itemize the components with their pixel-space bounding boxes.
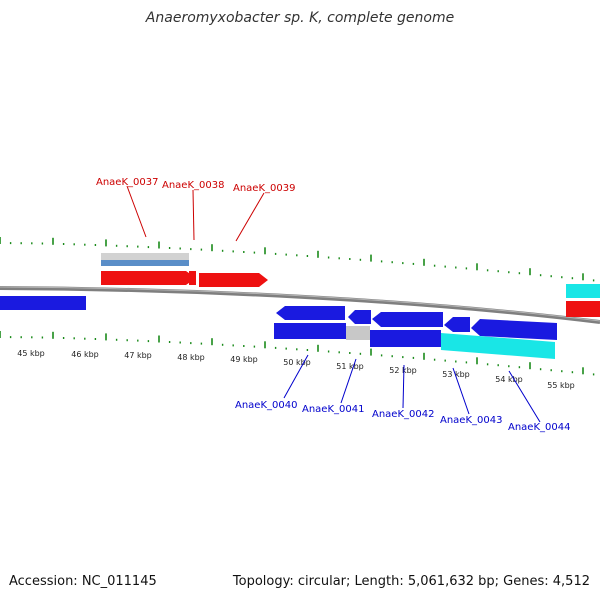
- leader-line-0039: [235, 192, 265, 242]
- gene-arrow-0039[interactable]: [199, 273, 268, 287]
- leader-line-0041: [340, 358, 357, 404]
- gene-block-0042[interactable]: [370, 330, 441, 347]
- scale-label: 49 kbp: [230, 355, 258, 364]
- gene-label-0039[interactable]: AnaeK_0039: [233, 183, 295, 194]
- gene-arrow-rev-2[interactable]: [348, 310, 371, 324]
- scale-label: 52 kbp: [389, 366, 417, 375]
- inner-tick-ring: [0, 331, 595, 376]
- gene-label-0040[interactable]: AnaeK_0040: [235, 400, 297, 411]
- gene-block-0043-0044[interactable]: [441, 333, 555, 359]
- forward-gene-labels: AnaeK_0037 AnaeK_0038 AnaeK_0039: [96, 177, 295, 242]
- gene-arrow-rev-1[interactable]: [276, 306, 345, 320]
- gene-arrow-rev-5[interactable]: [471, 319, 557, 340]
- scale-label: 51 kbp: [336, 362, 364, 371]
- gene-feature-cyan-right[interactable]: [566, 284, 600, 298]
- genome-backbone: [0, 286, 600, 324]
- scale-label: 53 kbp: [442, 370, 470, 379]
- leader-line-0037: [126, 185, 147, 238]
- gene-label-0037[interactable]: AnaeK_0037: [96, 177, 158, 188]
- gene-label-0038[interactable]: AnaeK_0038: [162, 180, 224, 191]
- gene-feature-red-right[interactable]: [566, 301, 600, 317]
- gene-label-0041[interactable]: AnaeK_0041: [302, 404, 364, 415]
- gene-feature-blue-left[interactable]: [0, 296, 86, 310]
- scale-label: 55 kbp: [547, 381, 575, 390]
- scale-label: 54 kbp: [495, 375, 523, 384]
- scale-label: 48 kbp: [177, 353, 205, 362]
- gene-block-0040[interactable]: [274, 323, 346, 339]
- gene-block-0041[interactable]: [346, 326, 370, 340]
- gene-label-0044[interactable]: AnaeK_0044: [508, 422, 570, 433]
- genome-summary-text: Topology: circular; Length: 5,061,632 bp…: [232, 574, 590, 589]
- scale-labels: 45 kbp 46 kbp 47 kbp 48 kbp 49 kbp 50 kb…: [17, 349, 575, 390]
- outer-tick-ring: [0, 237, 595, 282]
- genome-backbone-highlight: [0, 286, 600, 322]
- leader-line-0042: [402, 364, 405, 409]
- scale-label: 47 kbp: [124, 351, 152, 360]
- reverse-features: [0, 296, 557, 359]
- gene-arrow-rev-4[interactable]: [444, 317, 470, 332]
- gene-arrow-rev-3[interactable]: [372, 312, 443, 327]
- accession-text: Accession: NC_011145: [9, 574, 157, 589]
- forward-features: [101, 253, 600, 317]
- scale-label: 50 kbp: [283, 358, 311, 367]
- gene-arrow-0037[interactable]: [101, 271, 196, 285]
- leader-line-0043: [452, 367, 470, 415]
- gene-feature-steel[interactable]: [101, 260, 189, 266]
- scale-label: 45 kbp: [17, 349, 45, 358]
- gene-label-0043[interactable]: AnaeK_0043: [440, 415, 502, 426]
- gene-label-0042[interactable]: AnaeK_0042: [372, 409, 434, 420]
- leader-line-0038: [192, 189, 195, 241]
- scale-label: 46 kbp: [71, 350, 99, 359]
- leader-line-0040: [283, 354, 309, 399]
- gene-arrow-0038[interactable]: [189, 271, 196, 285]
- leader-line-0044: [508, 370, 541, 423]
- reverse-gene-labels: AnaeK_0040 AnaeK_0041 AnaeK_0042 AnaeK_0…: [235, 354, 570, 433]
- gene-feature-gray[interactable]: [101, 253, 189, 260]
- map-title: Anaeromyxobacter sp. K, complete genome: [145, 10, 455, 26]
